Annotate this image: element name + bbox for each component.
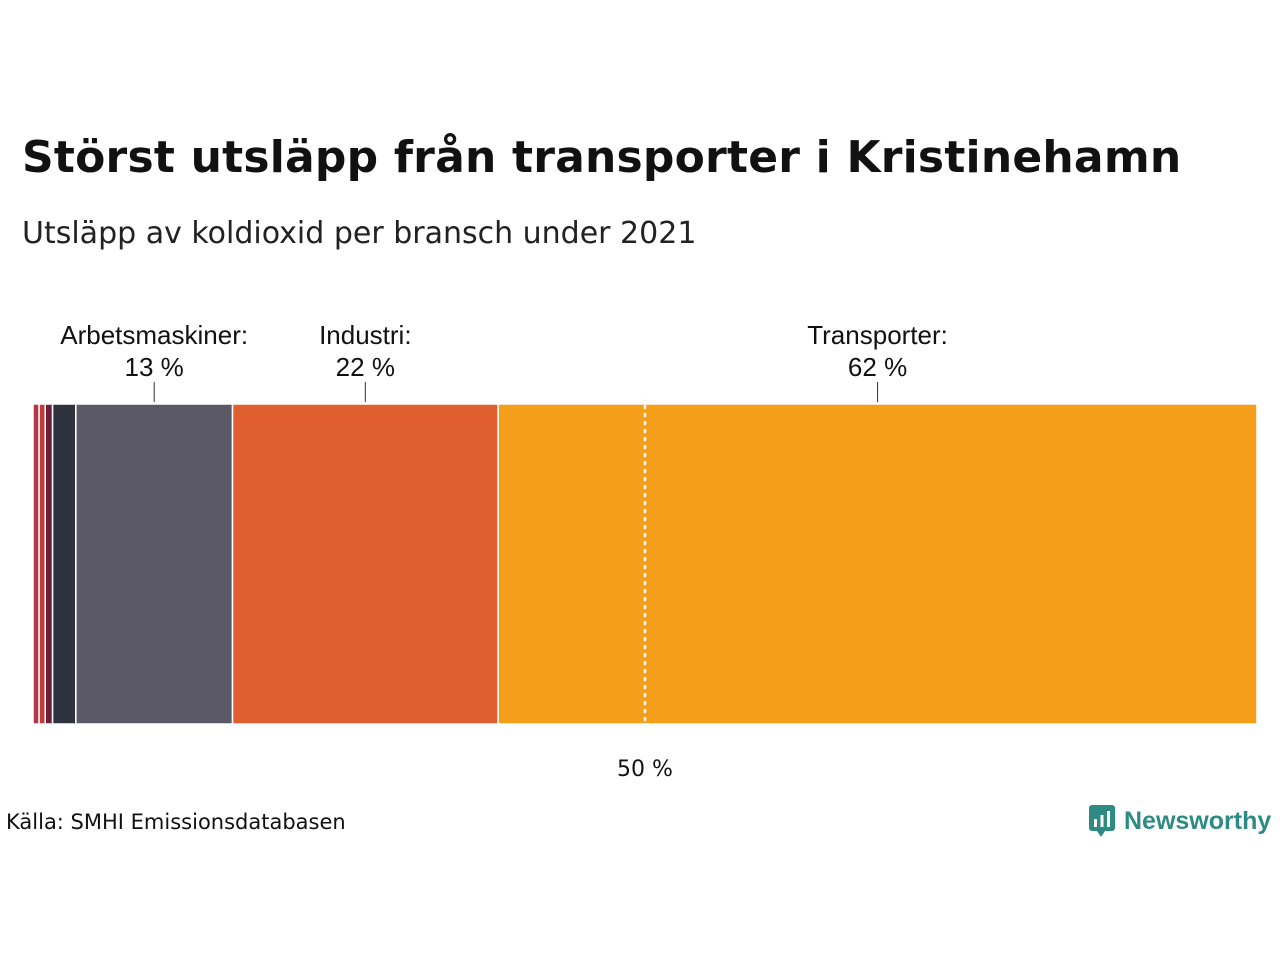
logo-text: Newsworthy bbox=[1124, 806, 1272, 835]
segment-value-label-6: 62 % bbox=[848, 352, 907, 382]
reference-line-label: 50 % bbox=[617, 757, 673, 782]
bar-segment-5 bbox=[231, 403, 499, 725]
segment-label-6: Transporter: bbox=[807, 320, 948, 350]
segment-value-label-5: 22 % bbox=[336, 352, 395, 382]
segment-label-4: Arbetsmaskiner: bbox=[60, 320, 248, 350]
segment-label-5: Industri: bbox=[319, 320, 412, 350]
reference-line-group: 50 % bbox=[617, 404, 673, 782]
source-note: Källa: SMHI Emissionsdatabasen bbox=[6, 810, 346, 834]
segment-labels: Arbetsmaskiner:13 % Industri:22 % Transpor… bbox=[60, 320, 948, 402]
bar-segments bbox=[32, 403, 1258, 725]
segment-value-label-4: 13 % bbox=[125, 352, 184, 382]
stacked-bar-chart: Arbetsmaskiner:13 % Industri:22 % Transpor… bbox=[32, 320, 1258, 782]
bar-segment-2 bbox=[44, 403, 54, 725]
bar-segment-3 bbox=[51, 403, 77, 725]
chart-title: Störst utsläpp från transporter i Kristi… bbox=[22, 132, 1182, 183]
chart-subtitle: Utsläpp av koldioxid per bransch under 2… bbox=[22, 216, 697, 251]
newsworthy-logo-icon bbox=[1089, 805, 1115, 837]
bar-segment-0 bbox=[32, 403, 40, 725]
bar-segment-6 bbox=[497, 403, 1258, 725]
newsworthy-logo[interactable]: Newsworthy bbox=[1088, 804, 1271, 838]
bar-segment-1 bbox=[38, 403, 46, 725]
bar-segment-4 bbox=[75, 403, 234, 725]
